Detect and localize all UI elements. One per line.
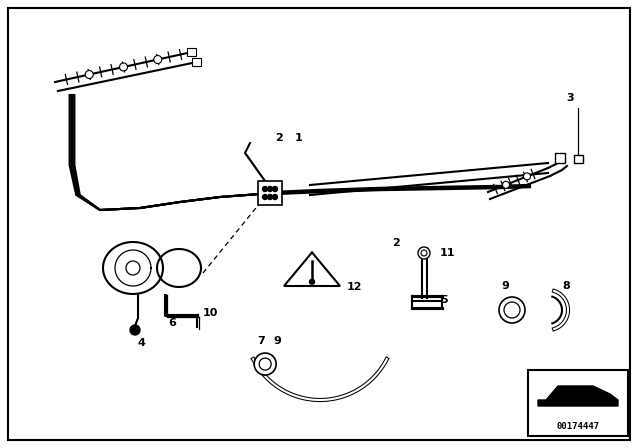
Circle shape [504, 302, 520, 318]
Text: 4: 4 [138, 338, 146, 348]
Text: 3: 3 [566, 93, 574, 103]
Text: 11: 11 [440, 248, 456, 258]
Text: 2: 2 [275, 133, 283, 143]
Circle shape [268, 194, 273, 199]
Circle shape [254, 353, 276, 375]
Text: 9: 9 [501, 281, 509, 291]
Circle shape [273, 194, 278, 199]
Circle shape [268, 186, 273, 191]
Text: 8: 8 [562, 281, 570, 291]
Bar [258, 181, 282, 205]
Circle shape [120, 63, 127, 71]
Circle shape [154, 56, 162, 64]
Bar [192, 58, 201, 66]
Circle shape [421, 250, 427, 256]
Circle shape [126, 261, 140, 275]
Bar [555, 153, 565, 163]
Text: 7: 7 [257, 336, 265, 346]
Circle shape [418, 247, 430, 259]
Circle shape [502, 181, 509, 188]
Circle shape [524, 173, 531, 180]
Polygon shape [284, 252, 340, 286]
Circle shape [310, 279, 314, 284]
Circle shape [499, 297, 525, 323]
Circle shape [259, 358, 271, 370]
Text: 1: 1 [295, 133, 303, 143]
Text: 6: 6 [168, 318, 176, 328]
Text: 2: 2 [392, 238, 400, 248]
Text: 00174447: 00174447 [557, 422, 600, 431]
Circle shape [262, 194, 268, 199]
Polygon shape [103, 242, 163, 294]
Text: 5: 5 [440, 295, 447, 305]
Text: 9: 9 [273, 336, 281, 346]
Polygon shape [157, 249, 201, 287]
Bar [187, 48, 196, 56]
Circle shape [130, 325, 140, 335]
Text: 10: 10 [203, 308, 218, 318]
Polygon shape [538, 386, 618, 406]
Bar [574, 155, 583, 163]
Bar [528, 370, 628, 436]
Text: 12: 12 [347, 282, 362, 292]
Circle shape [262, 186, 268, 191]
Circle shape [273, 186, 278, 191]
Circle shape [85, 70, 93, 78]
